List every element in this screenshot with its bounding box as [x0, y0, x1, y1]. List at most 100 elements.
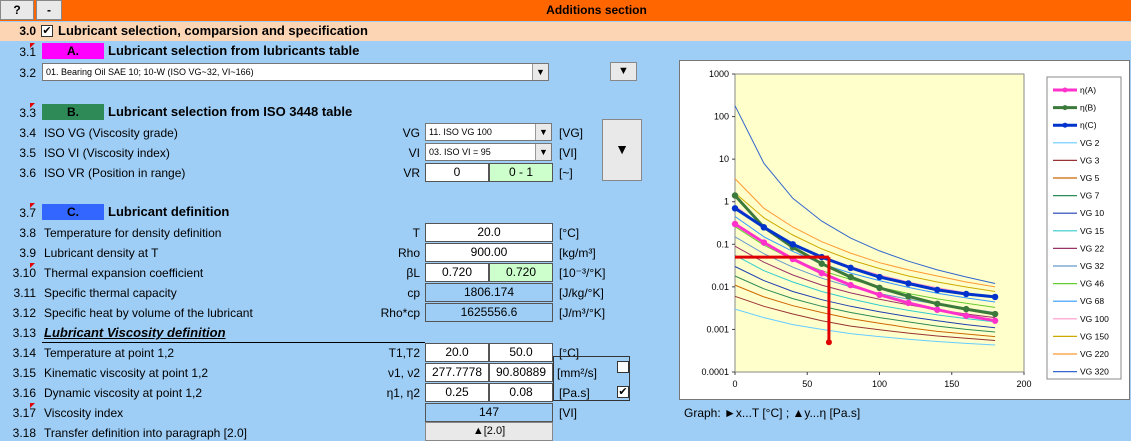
y-tick-label: 10: [719, 154, 729, 164]
t1-input[interactable]: 20.0: [425, 343, 489, 362]
y-tick-label: 0.01: [711, 282, 729, 292]
apply-iso-button[interactable]: ▼: [602, 119, 642, 181]
chevron-down-icon[interactable]: ▼: [535, 124, 551, 140]
vg-select[interactable]: 11. ISO VG 100 ▼: [425, 123, 552, 141]
row-unit: [J/m³/°K]: [559, 306, 606, 320]
series-point-η(C): [847, 264, 854, 272]
viscosity-index-value: 147: [425, 403, 553, 422]
row-number: 3.3: [19, 106, 36, 120]
row-label: Specific thermal capacity: [44, 286, 177, 300]
row-number: 3.7: [19, 206, 36, 220]
row-label: ISO VR (Position in range): [44, 166, 186, 180]
specific-heat-value: 1625556.6: [425, 303, 553, 322]
row-unit: [kg/m³]: [559, 246, 596, 260]
temperature-input[interactable]: 20.0: [425, 223, 553, 242]
series-line-VG 10: [734, 266, 996, 329]
legend-label: η(B): [1080, 103, 1096, 113]
series-point-η(B): [847, 273, 854, 281]
row-label: Dynamic viscosity at point 1,2: [44, 386, 203, 400]
row-unit: [°C]: [559, 226, 580, 240]
row-symbol: Rho*cp: [380, 306, 420, 320]
row-label: Kinematic viscosity at point 1,2: [44, 366, 209, 380]
vg-select-value: 11. ISO VG 100: [429, 127, 492, 137]
kinematic-checkbox[interactable]: [617, 361, 629, 373]
row-label: Viscosity index: [44, 406, 124, 420]
vr-input[interactable]: 0: [425, 163, 489, 182]
series-point-η(C): [963, 290, 970, 298]
row-number: 3.12: [12, 306, 36, 320]
row-number: 3.17: [12, 406, 36, 420]
series-point-η(B): [905, 293, 912, 300]
nu1-input[interactable]: 277.7778: [425, 363, 489, 382]
row-number: 3.16: [12, 386, 36, 400]
row-symbol: η1, η2: [386, 386, 420, 400]
row-unit: [VG]: [559, 126, 584, 140]
help-button[interactable]: ?: [0, 0, 34, 20]
eta2-input[interactable]: 0.08: [489, 383, 553, 402]
density-input[interactable]: 900.00: [425, 243, 553, 262]
section-title: Additions section: [546, 3, 647, 17]
series-point-η(B): [731, 192, 739, 199]
row-number: 3.5: [19, 146, 36, 160]
series-point-η(B): [876, 284, 883, 292]
series-point-η(A): [760, 239, 768, 246]
series-point-η(A): [934, 306, 941, 313]
chevron-down-icon[interactable]: ▼: [532, 64, 548, 80]
nu2-input[interactable]: 90.80889: [489, 363, 553, 382]
legend-label: η(A): [1080, 85, 1096, 95]
series-point-η(B): [934, 300, 941, 307]
eta1-input[interactable]: 0.25: [425, 383, 489, 402]
row-number: 3.8: [19, 226, 36, 240]
legend-label: VG 15: [1080, 226, 1104, 236]
series-line-VG 7: [734, 275, 996, 333]
x-tick-label: 100: [872, 379, 887, 389]
vi-select[interactable]: 03. ISO VI = 95 ▼: [425, 143, 552, 161]
thermal-capacity-value: 1806.174: [425, 283, 553, 302]
x-tick-label: 200: [1016, 379, 1031, 389]
row-unit: [J/kg/°K]: [559, 286, 604, 300]
row-symbol: VG: [402, 126, 420, 140]
row-number: 3.4: [19, 126, 36, 140]
series-point-η(C): [876, 273, 883, 281]
legend-box: [1046, 76, 1122, 380]
x-tick-label: 150: [944, 379, 959, 389]
t2-input[interactable]: 50.0: [489, 343, 553, 362]
series-point-η(C): [934, 286, 941, 294]
collapse-button[interactable]: -: [36, 0, 62, 20]
series-line-η(A): [734, 222, 996, 323]
series-point-η(B): [818, 260, 825, 267]
row-symbol: T: [412, 226, 420, 240]
series-point-η(B): [991, 310, 999, 318]
series-point-η(C): [760, 224, 768, 231]
expansion-input[interactable]: 0.720: [425, 263, 489, 282]
row-number: 3.11: [13, 286, 36, 300]
comment-marker: [30, 43, 35, 48]
tag-a: A.: [42, 43, 104, 59]
comment-marker: [30, 203, 35, 208]
series-point-η(C): [905, 280, 912, 287]
legend-label: VG 100: [1080, 314, 1109, 324]
dynamic-checkbox[interactable]: ✔: [617, 386, 629, 398]
row-number: 3.2: [19, 66, 36, 80]
legend-label: η(C): [1080, 120, 1097, 130]
subsection-heading: Lubricant definition: [108, 204, 230, 219]
series-point-η(C): [731, 205, 739, 212]
row-number: 3.1: [19, 45, 36, 59]
series-line-VG 150: [734, 192, 996, 292]
y-tick-label: 0.001: [706, 324, 729, 334]
lubricant-select-value: 01. Bearing Oil SAE 10; 10-W (ISO VG~32,…: [46, 67, 254, 77]
lubricant-select[interactable]: 01. Bearing Oil SAE 10; 10-W (ISO VG~32,…: [42, 63, 549, 81]
apply-lubricant-button[interactable]: ▼: [610, 62, 637, 81]
chevron-down-icon[interactable]: ▼: [535, 144, 551, 160]
row-number: 3.15: [12, 366, 36, 380]
viscosity-chart: 1000 100 10 1 0.1 0.01 0.001 0.0001 0 50 100 150 200…: [679, 60, 1130, 400]
transfer-button[interactable]: ▲[2.0]: [425, 422, 553, 441]
row-label: Thermal expansion coefficient: [44, 266, 204, 280]
series-point-η(A): [963, 312, 970, 319]
series-line-VG 320: [734, 105, 996, 284]
y-tick-label: 0.0001: [701, 367, 729, 377]
row-symbol: ν1, ν2: [387, 366, 420, 380]
x-tick-label: 50: [802, 379, 812, 389]
section-checkbox[interactable]: ✔: [41, 25, 53, 37]
series-line-VG 3: [734, 295, 996, 341]
